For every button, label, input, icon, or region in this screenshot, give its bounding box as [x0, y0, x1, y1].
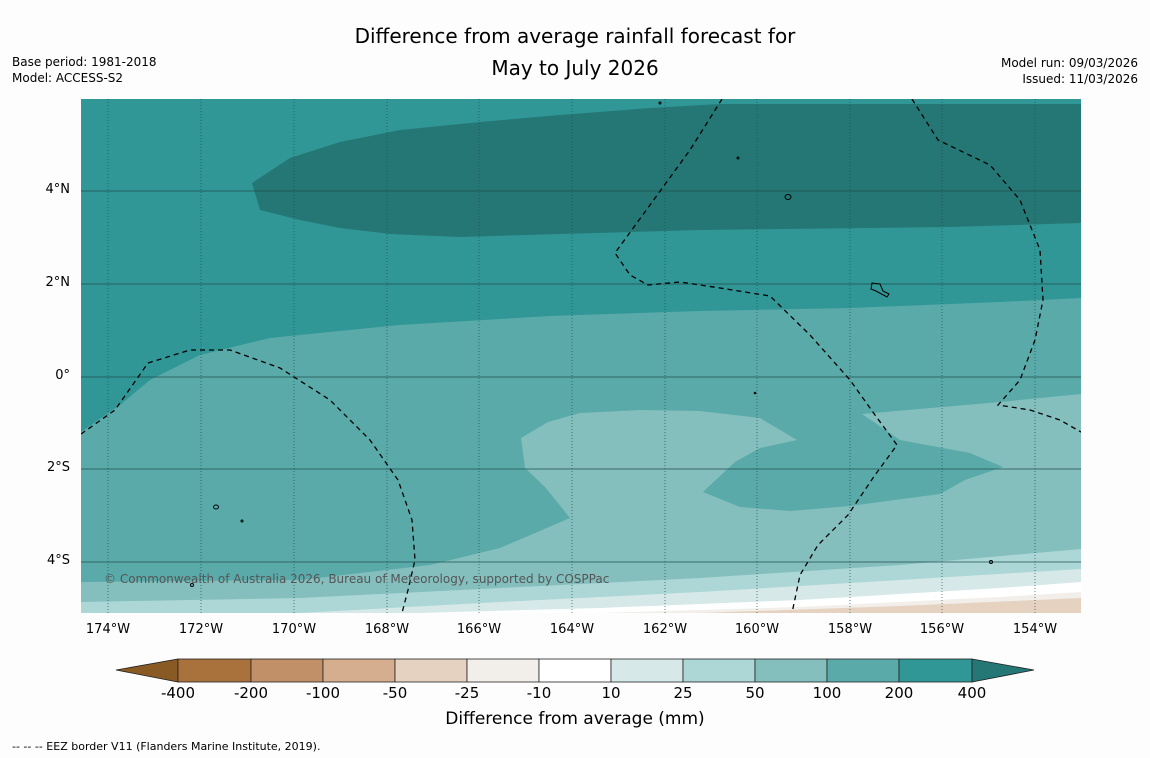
issued-date: Issued: 11/03/2026 [1022, 72, 1138, 86]
colorbar-tick: 50 [745, 684, 765, 702]
model-name: Model: ACCESS-S2 [12, 71, 124, 85]
band-neg50-neg25 [700, 598, 1081, 613]
eez-border-west [81, 349, 416, 613]
title-line-2: May to July 2026 [491, 56, 659, 80]
colorbar-seg-3 [322, 658, 396, 683]
island-1 [784, 194, 792, 200]
colorbar-tick: -400 [160, 684, 196, 702]
lon-label: 174°W [85, 622, 131, 637]
colorbar-seg-9 [754, 658, 828, 683]
lon-label: 168°W [364, 622, 410, 637]
colorbar-tick: 400 [957, 684, 987, 702]
lon-label: 158°W [827, 622, 873, 637]
island-6 [736, 156, 740, 160]
meta-left: Base period: 1981-2018 Model: ACCESS-S2 [12, 54, 157, 86]
colorbar-label: Difference from average (mm) [445, 709, 705, 729]
lat-label: 4°S [46, 553, 70, 568]
island-9 [190, 583, 194, 587]
colorbar-seg-7 [610, 658, 684, 683]
copyright-text: © Commonwealth of Australia 2026, Bureau… [104, 572, 610, 586]
band-50-100 [81, 394, 1081, 613]
meta-right: Model run: 09/03/2026 Issued: 11/03/2026 [1001, 55, 1138, 87]
colorbar-tick: -10 [526, 684, 552, 702]
colorbar-seg-2 [250, 658, 324, 683]
island-5 [658, 101, 662, 105]
eez-footnote: -- -- -- EEZ border V11 (Flanders Marine… [12, 740, 321, 753]
base-period: Base period: 1981-2018 [12, 55, 157, 69]
colorbar-seg-5 [466, 658, 540, 683]
colorbar-tick: -50 [382, 684, 408, 702]
map-title: Difference from average rainfall forecas… [0, 20, 1150, 84]
lon-label: 164°W [549, 622, 595, 637]
lat-label: 0° [55, 368, 70, 383]
colorbar-seg-6 [538, 658, 612, 683]
lon-label: 166°W [456, 622, 502, 637]
island-2 [870, 282, 890, 298]
colorbar-tick: -100 [305, 684, 341, 702]
graticule [81, 190, 1081, 563]
colorbar-tick: 10 [601, 684, 621, 702]
island-8 [753, 391, 757, 395]
colorbar-tick: 100 [812, 684, 842, 702]
colorbar [115, 658, 1035, 683]
band-gt400 [81, 99, 1081, 237]
colorbar-tick: 200 [884, 684, 914, 702]
band-top-strip [81, 99, 1081, 104]
lon-label: 156°W [919, 622, 965, 637]
colorbar-seg-1 [177, 658, 252, 683]
colorbar-seg-10 [826, 658, 900, 683]
colorbar-tick: -200 [233, 684, 269, 702]
colorbar-seg-4 [394, 658, 468, 683]
colorbar-arrow-right [971, 658, 1035, 683]
colorbar-seg-8 [682, 658, 756, 683]
lat-label: 4°N [45, 182, 71, 197]
island-4 [240, 519, 244, 523]
lon-label: 154°W [1012, 622, 1058, 637]
colorbar-arrow-left [115, 658, 179, 683]
island-3 [213, 504, 219, 510]
title-line-1: Difference from average rainfall forecas… [354, 24, 796, 48]
map-area [81, 99, 1081, 613]
colorbar-seg-11 [898, 658, 973, 683]
lon-label: 162°W [642, 622, 688, 637]
lon-label: 160°W [734, 622, 780, 637]
model-run: Model run: 09/03/2026 [1000, 56, 1138, 70]
lat-label: 2°S [46, 460, 70, 475]
colorbar-tick: -25 [454, 684, 480, 702]
island-7 [989, 560, 993, 564]
colorbar-tick: 25 [673, 684, 693, 702]
lon-label: 172°W [178, 622, 224, 637]
islands [190, 101, 993, 587]
lat-label: 2°N [45, 275, 71, 290]
lon-label: 170°W [271, 622, 317, 637]
eez-borders [81, 99, 1081, 613]
